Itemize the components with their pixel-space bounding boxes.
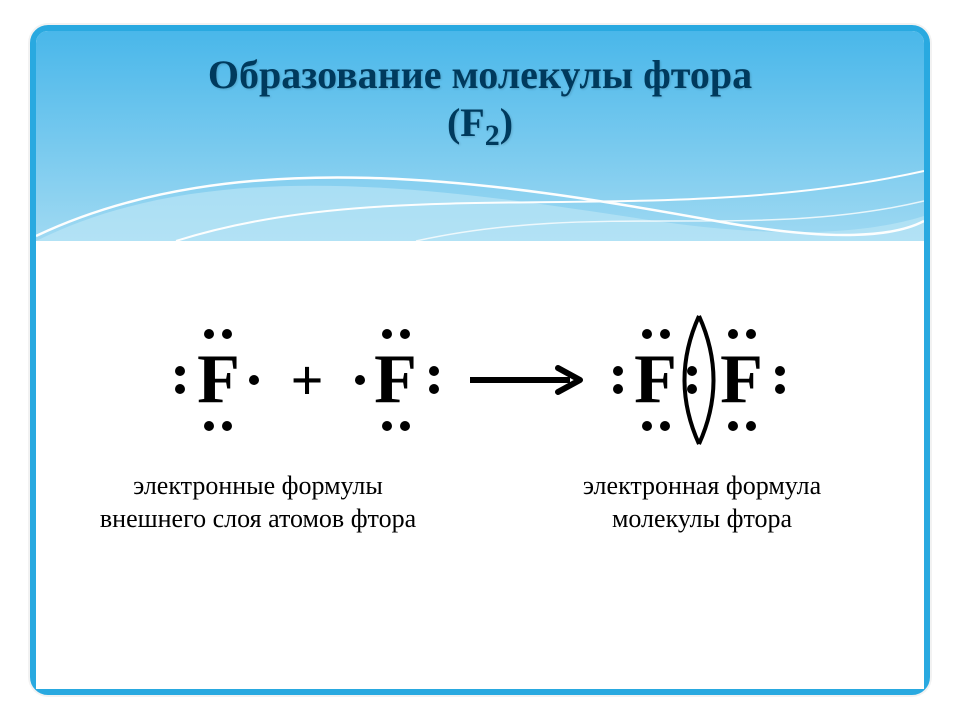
electron-dot	[429, 384, 439, 394]
electron-dot	[204, 421, 214, 431]
electron-dot	[400, 421, 410, 431]
electron-dot	[613, 384, 623, 394]
caption-left-l2: внешнего слоя атомов фтора	[100, 504, 416, 533]
caption-right-l1: электронная формула	[583, 471, 821, 500]
atom-symbol: F	[634, 345, 677, 415]
electron-dot	[382, 329, 392, 339]
electron-dot	[746, 329, 756, 339]
electron-dot	[175, 384, 185, 394]
electron-dot	[660, 329, 670, 339]
caption-left: электронные формулы внешнего слоя атомов…	[36, 470, 480, 535]
formula-row: F + F F F	[168, 320, 791, 440]
electron-dot	[642, 421, 652, 431]
plus-operator: +	[276, 347, 337, 414]
electron-dot	[355, 375, 365, 385]
electron-dot	[382, 421, 392, 431]
title-line1: Образование молекулы фтора	[208, 52, 752, 97]
caption-right: электронная формула молекулы фтора	[480, 470, 924, 535]
lewis-atom-left: F	[168, 320, 268, 440]
diagram-area: F + F F F	[36, 290, 924, 689]
title-line2-post: )	[500, 100, 513, 145]
slide-title: Образование молекулы фтора (F2)	[36, 51, 924, 154]
electron-dot	[613, 366, 623, 376]
product-atom-right: F	[692, 320, 792, 440]
electron-dot	[429, 366, 439, 376]
lewis-product: F F	[606, 320, 792, 440]
electron-dot	[660, 421, 670, 431]
arrow-icon	[466, 360, 586, 400]
electron-dot	[400, 329, 410, 339]
electron-dot	[775, 366, 785, 376]
electron-dot	[249, 375, 259, 385]
atom-symbol: F	[374, 345, 417, 415]
electron-dot	[222, 421, 232, 431]
caption-right-l2: молекулы фтора	[612, 504, 792, 533]
title-line2-pre: (F	[447, 100, 485, 145]
captions-row: электронные формулы внешнего слоя атомов…	[36, 470, 924, 535]
electron-dot	[222, 329, 232, 339]
caption-left-l1: электронные формулы	[133, 471, 383, 500]
electron-dot	[204, 329, 214, 339]
electron-dot	[642, 329, 652, 339]
electron-dot	[775, 384, 785, 394]
atom-symbol: F	[197, 345, 240, 415]
slide: Образование молекулы фтора (F2) F + F F	[0, 0, 960, 720]
lewis-atom-right: F	[346, 320, 446, 440]
electron-dot	[175, 366, 185, 376]
atom-symbol: F	[720, 345, 763, 415]
header-banner: Образование молекулы фтора (F2)	[36, 31, 924, 241]
electron-dot	[728, 421, 738, 431]
title-sub: 2	[485, 119, 500, 152]
electron-dot	[728, 329, 738, 339]
electron-dot	[746, 421, 756, 431]
product-atom-left: F	[606, 320, 706, 440]
